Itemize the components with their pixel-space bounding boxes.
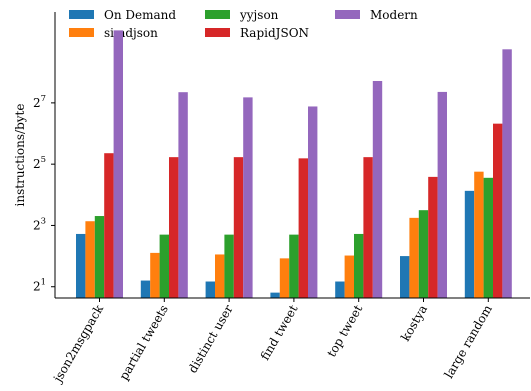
x-tick-label: json2msgpack (50, 302, 107, 386)
legend-swatch (69, 28, 94, 37)
bar-rapidjson-4 (363, 157, 373, 298)
bar-on-demand-6 (464, 190, 475, 298)
bar-rapidjson-6 (493, 123, 503, 298)
bar-simdjson-2 (215, 254, 225, 298)
bar-yyjson-2 (224, 234, 234, 298)
bar-simdjson-4 (344, 255, 354, 298)
y-tick-label: 27 (33, 94, 46, 110)
y-tick-label: 25 (33, 155, 46, 171)
bar-yyjson-0 (94, 216, 105, 298)
bar-on-demand-4 (335, 281, 345, 298)
bar-on-demand-1 (140, 280, 151, 298)
x-tick-label: kostya (398, 303, 430, 344)
y-tick-base: 2 (33, 218, 41, 232)
y-axis-label: instructions/byte (13, 104, 27, 207)
bar-yyjson-3 (289, 234, 299, 298)
y-tick-exponent: 3 (41, 216, 46, 226)
bar-simdjson-5 (409, 217, 419, 298)
legend-label: Modern (370, 8, 418, 22)
bar-on-demand-5 (400, 256, 410, 298)
bar-yyjson-6 (483, 177, 493, 298)
legend-label: simdjson (104, 26, 158, 40)
x-tick-label: distinct user (185, 302, 235, 375)
legend-swatch (69, 10, 94, 19)
x-axis: json2msgpack partial tweets distinct user f… (50, 297, 530, 386)
bar-rapidjson-0 (104, 153, 114, 298)
x-tick-label: top tweet (324, 302, 365, 359)
bar-on-demand-3 (270, 292, 280, 298)
legend: On Demand simdjson yyjson RapidJSON Modern (69, 8, 418, 40)
bars (76, 30, 512, 299)
bar-on-demand-2 (205, 281, 215, 298)
bar-rapidjson-5 (428, 176, 438, 298)
legend-label: On Demand (104, 8, 176, 22)
y-tick-base: 2 (33, 280, 41, 294)
bar-simdjson-1 (150, 252, 160, 298)
y-tick-label: 23 (33, 216, 46, 232)
bar-on-demand-0 (76, 233, 86, 298)
legend-swatch (205, 10, 230, 19)
bar-modern-3 (308, 106, 318, 298)
y-tick-label: 21 (33, 278, 46, 294)
bar-modern-1 (178, 92, 188, 298)
bar-simdjson-0 (85, 221, 95, 298)
x-tick-label: partial tweets (117, 303, 171, 383)
bar-modern-6 (502, 49, 512, 299)
y-tick-exponent: 5 (41, 155, 46, 165)
legend-swatch (335, 10, 360, 19)
y-tick-base: 2 (33, 96, 41, 110)
y-tick-base: 2 (33, 157, 41, 171)
x-tick-label: large random (442, 302, 496, 381)
bar-modern-0 (113, 30, 123, 299)
y-tick-exponent: 7 (41, 94, 46, 104)
bar-yyjson-5 (418, 210, 429, 298)
bar-rapidjson-1 (169, 157, 179, 298)
bar-rapidjson-2 (233, 157, 244, 298)
x-tick-label: find tweet (258, 302, 301, 362)
bar-yyjson-4 (354, 233, 364, 298)
y-tick-exponent: 1 (41, 278, 46, 288)
legend-swatch (205, 28, 230, 37)
bar-modern-2 (243, 97, 253, 299)
bar-yyjson-1 (159, 234, 169, 298)
legend-label: yyjson (239, 8, 279, 22)
bar-simdjson-6 (474, 171, 484, 298)
bar-modern-4 (372, 80, 383, 299)
bar-simdjson-3 (279, 258, 290, 298)
bar-rapidjson-3 (298, 158, 308, 298)
bar-modern-5 (437, 91, 447, 298)
legend-label: RapidJSON (240, 26, 309, 40)
